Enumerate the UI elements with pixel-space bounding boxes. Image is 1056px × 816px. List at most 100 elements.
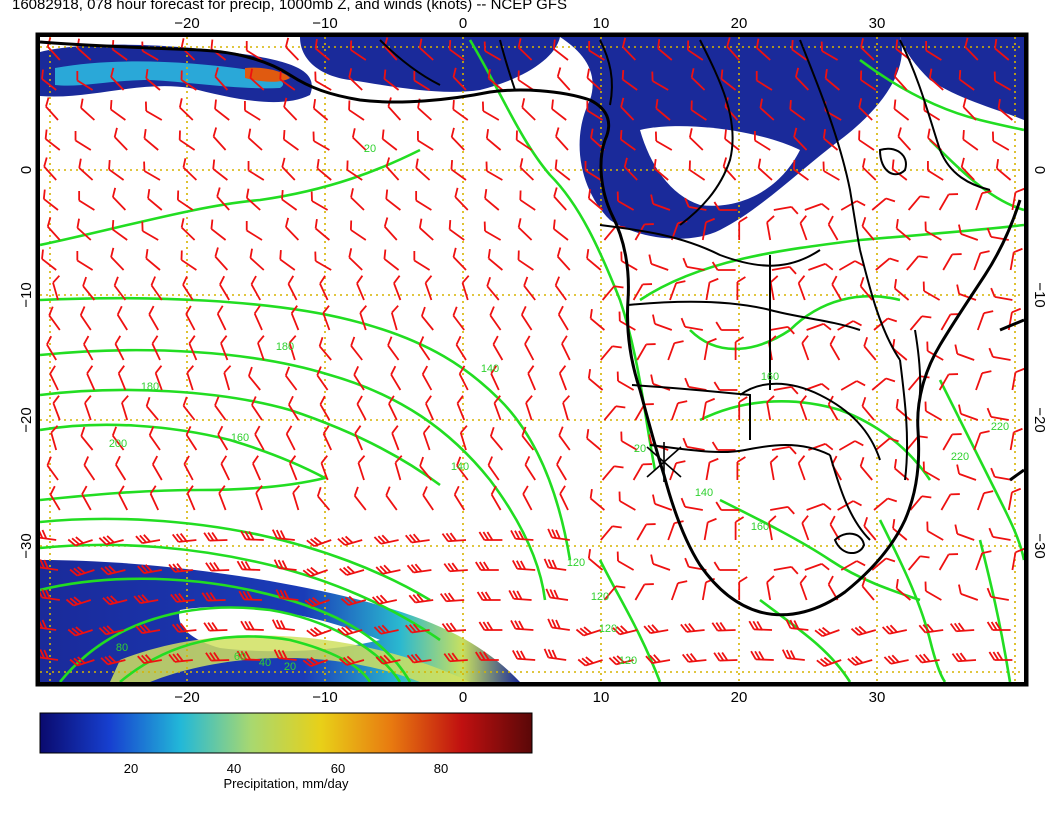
wind-barb — [318, 336, 332, 361]
wind-barb — [373, 534, 399, 545]
wind-barb — [443, 652, 468, 663]
wind-barb — [282, 129, 299, 151]
wind-barb — [405, 533, 430, 544]
wind-barb — [319, 275, 329, 301]
lake-malawi — [914, 329, 922, 411]
wind-barb — [171, 533, 197, 543]
wind-barb — [168, 563, 193, 573]
wind-barb — [601, 285, 624, 301]
wind-barb — [271, 529, 295, 541]
wind-barb — [986, 621, 1011, 631]
border — [679, 39, 734, 226]
wind-barb — [655, 98, 671, 121]
wind-barb — [652, 494, 673, 511]
colorbar: 20 40 60 80 Precipitation, mm/day — [39, 712, 533, 791]
wind-barb — [43, 157, 57, 181]
border — [649, 444, 831, 456]
wind-barb — [859, 276, 873, 301]
wind-barb — [212, 127, 227, 151]
wind-barb — [135, 624, 161, 635]
wind-barb — [551, 99, 567, 121]
wind-barb — [219, 275, 230, 301]
wind-barb — [554, 159, 571, 181]
wind-barb — [701, 217, 716, 241]
wind-barb — [942, 253, 962, 271]
precip-west-africa — [300, 37, 560, 92]
wind-barb — [755, 38, 771, 61]
wind-barb — [960, 157, 975, 181]
wind-barb — [766, 575, 775, 601]
wind-barb — [284, 366, 298, 391]
wind-barb — [214, 396, 227, 421]
wind-barb — [522, 485, 533, 511]
wind-barb — [121, 395, 129, 421]
wind-barb — [450, 159, 467, 181]
wind-barb — [487, 456, 500, 481]
wind-barb — [489, 306, 502, 331]
wind-barb — [508, 589, 532, 601]
wind-barb — [553, 187, 567, 211]
wind-barb — [816, 656, 842, 668]
lon-tick-label-top: 0 — [459, 15, 467, 32]
wind-barb — [240, 620, 264, 631]
wind-barb — [385, 486, 398, 511]
wind-barb — [459, 425, 468, 451]
wind-barb — [492, 335, 504, 361]
wind-barb — [621, 69, 638, 91]
wind-barb — [938, 193, 959, 211]
wind-barb — [249, 248, 265, 271]
wind-barb — [954, 344, 975, 361]
wind-barb — [840, 380, 866, 391]
wind-barb — [711, 622, 736, 632]
lon-tick-label-bottom: 10 — [593, 689, 610, 706]
wind-barb — [792, 159, 809, 181]
wind-barb — [927, 161, 944, 181]
wind-barb — [178, 130, 196, 151]
wind-barb — [797, 455, 806, 481]
colorbar-ramp — [39, 712, 533, 754]
contour-label: 120 — [591, 591, 609, 603]
wind-barb — [254, 425, 265, 451]
wind-barb — [1009, 247, 1023, 271]
wind-barb — [680, 497, 703, 511]
wind-barb — [976, 490, 994, 511]
wind-barb — [829, 335, 841, 361]
wind-barb — [556, 455, 567, 481]
wind-barb — [556, 247, 571, 271]
wind-barb — [525, 395, 533, 421]
wind-barb — [216, 187, 230, 211]
wind-barb — [736, 276, 746, 300]
wind-barb — [41, 69, 57, 91]
wind-barb — [926, 521, 944, 541]
wind-barb — [65, 596, 92, 607]
wind-barb — [478, 621, 503, 631]
wind-barb — [306, 626, 332, 638]
border — [631, 384, 751, 440]
wind-barb — [152, 455, 163, 481]
wind-barb — [76, 71, 94, 91]
colorbar-tick-label: 40 — [227, 761, 241, 776]
wind-barb — [859, 456, 873, 481]
wind-barb — [81, 485, 92, 511]
wind-barb — [797, 275, 806, 301]
wind-barb — [422, 425, 431, 451]
colorbar-tick-label: 20 — [124, 761, 138, 776]
wind-barb — [248, 366, 261, 391]
wind-barb — [78, 191, 95, 211]
wind-barb — [422, 486, 434, 511]
contour-label: 20 — [634, 443, 646, 455]
wind-barb — [67, 626, 93, 637]
wind-barb — [909, 315, 932, 331]
wind-barb — [448, 39, 465, 61]
wind-barb — [452, 247, 467, 271]
wind-barb — [40, 648, 59, 661]
wind-barb — [236, 560, 261, 571]
wind-barb — [1011, 367, 1024, 391]
wind-barb — [545, 588, 569, 601]
wind-barb — [385, 189, 401, 211]
wind-barb — [682, 437, 705, 451]
wind-barb — [871, 377, 896, 391]
wind-barb — [612, 625, 638, 636]
wind-barb — [150, 276, 163, 301]
wind-barb — [67, 536, 93, 547]
